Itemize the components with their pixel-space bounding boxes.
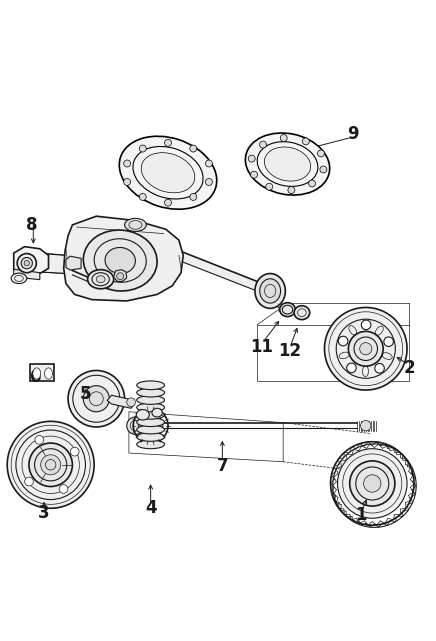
Ellipse shape (141, 153, 195, 193)
Ellipse shape (264, 147, 311, 181)
Ellipse shape (137, 425, 164, 434)
Ellipse shape (137, 433, 164, 441)
Ellipse shape (136, 410, 150, 420)
Ellipse shape (96, 276, 105, 283)
Circle shape (288, 187, 295, 194)
Text: 9: 9 (347, 124, 358, 142)
Circle shape (127, 417, 144, 435)
Circle shape (25, 477, 34, 486)
Circle shape (361, 320, 371, 329)
Circle shape (259, 141, 266, 148)
Circle shape (205, 160, 212, 167)
Text: 13: 13 (97, 233, 120, 251)
Circle shape (384, 337, 393, 347)
Circle shape (139, 194, 146, 201)
Ellipse shape (119, 137, 217, 209)
Text: 5: 5 (80, 385, 91, 403)
Ellipse shape (44, 368, 52, 379)
Circle shape (337, 449, 407, 518)
Circle shape (21, 258, 32, 269)
Circle shape (266, 183, 272, 190)
Ellipse shape (255, 274, 286, 308)
Ellipse shape (83, 230, 157, 291)
Text: 6: 6 (30, 368, 41, 386)
Polygon shape (107, 395, 135, 408)
Circle shape (70, 447, 79, 456)
Ellipse shape (11, 273, 27, 283)
Circle shape (17, 254, 36, 272)
Ellipse shape (245, 133, 330, 195)
Ellipse shape (137, 388, 164, 397)
Circle shape (68, 370, 125, 427)
Text: 11: 11 (250, 338, 273, 356)
Circle shape (309, 180, 316, 187)
Circle shape (320, 166, 327, 173)
Circle shape (364, 475, 381, 492)
Polygon shape (14, 269, 40, 279)
Circle shape (29, 443, 72, 487)
Circle shape (41, 455, 61, 475)
Ellipse shape (137, 403, 164, 412)
Circle shape (375, 363, 384, 373)
Text: 12: 12 (278, 342, 301, 360)
Text: 1: 1 (356, 506, 367, 524)
Circle shape (303, 138, 309, 145)
Ellipse shape (294, 306, 310, 320)
Circle shape (251, 171, 258, 178)
Ellipse shape (105, 247, 136, 274)
Polygon shape (37, 253, 92, 275)
Ellipse shape (125, 219, 146, 231)
Polygon shape (181, 251, 266, 294)
Circle shape (139, 145, 146, 152)
Text: 8: 8 (26, 216, 38, 234)
Circle shape (205, 178, 212, 185)
Ellipse shape (137, 381, 164, 390)
Circle shape (139, 413, 163, 438)
Circle shape (360, 343, 372, 355)
Polygon shape (66, 256, 81, 270)
Ellipse shape (33, 368, 41, 379)
Circle shape (324, 308, 407, 390)
Ellipse shape (137, 440, 164, 449)
Circle shape (338, 337, 348, 346)
Ellipse shape (88, 270, 114, 289)
Text: 3: 3 (38, 504, 50, 522)
Circle shape (117, 272, 124, 279)
Ellipse shape (260, 279, 281, 303)
Circle shape (7, 421, 94, 508)
Polygon shape (14, 247, 48, 277)
Ellipse shape (152, 408, 162, 417)
Ellipse shape (137, 418, 164, 426)
Circle shape (24, 260, 29, 266)
Text: 10: 10 (161, 142, 184, 160)
Circle shape (348, 331, 383, 366)
Text: 4: 4 (145, 499, 157, 517)
Text: 2: 2 (403, 360, 415, 378)
Circle shape (361, 420, 371, 431)
Bar (30, 364, 54, 381)
Text: 7: 7 (217, 457, 228, 475)
Circle shape (164, 139, 171, 146)
Ellipse shape (137, 410, 164, 419)
Circle shape (59, 485, 68, 494)
Circle shape (124, 178, 131, 185)
Circle shape (83, 386, 109, 412)
Circle shape (280, 135, 287, 142)
Ellipse shape (137, 395, 164, 404)
Circle shape (124, 160, 131, 167)
Polygon shape (64, 216, 183, 301)
Circle shape (35, 435, 44, 444)
Circle shape (248, 155, 255, 162)
Polygon shape (114, 270, 127, 281)
Circle shape (127, 398, 136, 406)
Ellipse shape (280, 303, 295, 317)
Circle shape (164, 199, 171, 206)
Circle shape (347, 363, 356, 372)
Circle shape (317, 150, 324, 157)
Circle shape (190, 194, 197, 201)
Circle shape (350, 461, 395, 506)
Circle shape (190, 145, 197, 152)
